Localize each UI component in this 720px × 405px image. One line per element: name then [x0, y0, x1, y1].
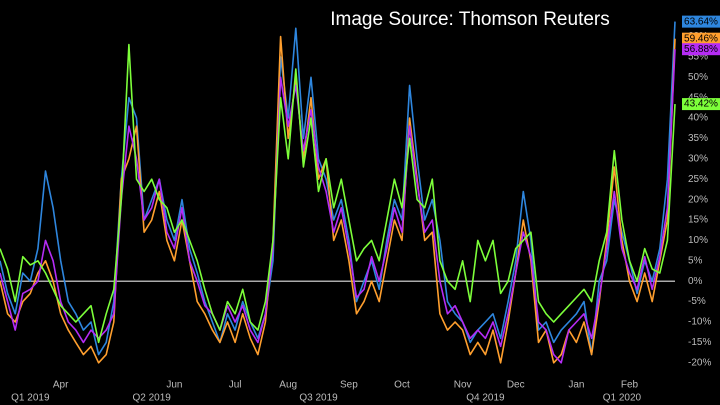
y-tick-label: -5% [688, 296, 706, 307]
x-tick-label: Dec [507, 380, 525, 391]
value-label: 43.42% [684, 99, 718, 110]
value-label: 59.46% [684, 33, 718, 44]
x-tick-label: Aug [279, 380, 297, 391]
y-tick-label: 55% [688, 52, 708, 63]
y-tick-label: -15% [688, 337, 711, 348]
y-tick-label: 25% [688, 174, 708, 185]
value-label-box [682, 15, 720, 28]
x-quarter-label: Q2 2019 [132, 393, 171, 404]
y-tick-label: 15% [688, 215, 708, 226]
value-label: 56.88% [684, 44, 718, 55]
x-quarter-label: Q1 2020 [603, 393, 642, 404]
chart-title: Image Source: Thomson Reuters [330, 9, 610, 30]
y-tick-label: 5% [688, 255, 703, 266]
series-line [0, 35, 676, 364]
x-tick-label: Nov [454, 380, 472, 391]
series-line [0, 49, 676, 364]
x-tick-label: Jan [568, 380, 584, 391]
y-tick-label: 45% [688, 92, 708, 103]
value-label: 63.64% [684, 16, 718, 27]
x-tick-label: Apr [53, 380, 69, 391]
x-tick-label: Feb [621, 380, 639, 391]
value-label-box [682, 43, 720, 56]
y-tick-label: 50% [688, 72, 708, 83]
x-tick-label: Jul [229, 380, 242, 391]
y-tick-label: 0% [688, 276, 703, 287]
x-tick-label: Sep [340, 380, 358, 391]
series-line [0, 43, 676, 344]
x-quarter-label: Q3 2019 [299, 393, 338, 404]
x-tick-label: Oct [394, 380, 410, 391]
y-tick-label: -20% [688, 357, 711, 368]
value-label-box [682, 98, 720, 111]
y-tick-label: 20% [688, 194, 708, 205]
x-quarter-label: Q4 2019 [466, 393, 505, 404]
y-tick-label: 10% [688, 235, 708, 246]
y-tick-label: 30% [688, 153, 708, 164]
y-tick-label: 40% [688, 113, 708, 124]
series-line [0, 21, 676, 356]
x-quarter-label: Q1 2019 [11, 393, 50, 404]
y-tick-label: -10% [688, 317, 711, 328]
y-tick-label: 35% [688, 133, 708, 144]
x-tick-label: Jun [166, 380, 182, 391]
value-label-box [682, 32, 720, 45]
